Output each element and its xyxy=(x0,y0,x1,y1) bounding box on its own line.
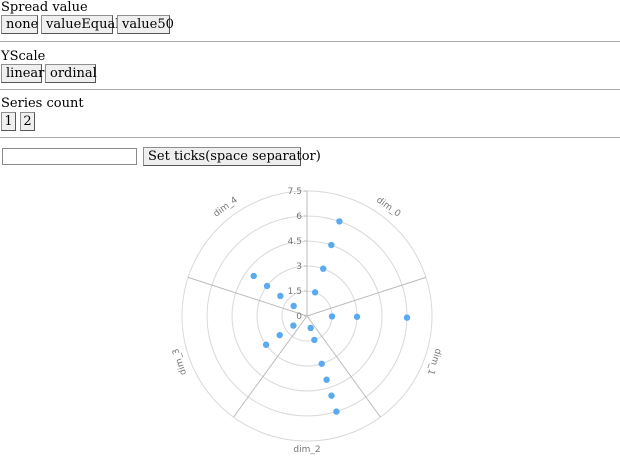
spread-none-button[interactable]: none xyxy=(1,15,38,34)
divider xyxy=(0,41,620,42)
set-ticks-button[interactable]: Set ticks(space separator) xyxy=(143,147,321,166)
dimension-label: dim_0 xyxy=(374,195,402,219)
data-point xyxy=(290,322,297,329)
data-point xyxy=(328,392,335,399)
radial-tick-label: 7.5 xyxy=(288,187,302,197)
data-point xyxy=(263,282,271,290)
polar-scatter-chart: 0 1.5 3 4.5 6 7.5 dim_0 dim_1 dim_2 dim_3 dim_4 xyxy=(171,187,443,455)
radial-tick-label: 1.5 xyxy=(288,287,302,297)
data-point xyxy=(328,313,336,320)
data-point xyxy=(318,360,325,367)
data-point xyxy=(320,265,327,272)
data-point xyxy=(262,341,270,348)
data-point xyxy=(311,289,319,296)
data-point xyxy=(336,218,343,225)
data-point xyxy=(353,313,361,320)
data-point xyxy=(276,331,283,339)
data-point xyxy=(403,314,411,321)
data-point xyxy=(323,376,330,383)
dimension-label: dim_4 xyxy=(212,195,240,219)
ticks-input[interactable] xyxy=(2,148,137,165)
series-count-1-button[interactable]: 1 xyxy=(1,112,16,131)
radial-tick-label: 0 xyxy=(296,312,302,322)
data-point xyxy=(290,302,297,310)
spread-value-label: Spread value xyxy=(1,0,88,15)
radial-tick-label: 6 xyxy=(296,212,302,222)
data-point xyxy=(311,336,318,344)
series-count-label: Series count xyxy=(1,96,84,111)
dimension-label: dim_1 xyxy=(425,347,443,376)
radial-tick-label: 4.5 xyxy=(288,237,302,247)
spread-valueequal-button[interactable]: valueEqual xyxy=(41,15,119,34)
axis-spoke xyxy=(306,315,381,418)
data-point xyxy=(307,324,314,332)
data-point xyxy=(328,241,335,249)
yscale-ordinal-button[interactable]: ordinal xyxy=(45,64,97,83)
divider xyxy=(0,137,620,138)
axis-spoke xyxy=(233,315,308,418)
yscale-label: YScale xyxy=(1,49,46,64)
axis-spoke xyxy=(306,276,427,317)
divider xyxy=(0,89,620,90)
axis-spoke xyxy=(187,276,308,317)
dimension-label: dim_2 xyxy=(293,445,320,455)
data-point xyxy=(333,408,340,415)
dimension-label: dim_3 xyxy=(171,347,189,376)
yscale-linear-button[interactable]: linear xyxy=(1,64,44,83)
data-point xyxy=(277,292,284,300)
radial-tick-label: 3 xyxy=(296,262,302,272)
series-count-2-button[interactable]: 2 xyxy=(20,112,35,131)
spread-value50-button[interactable]: value50 xyxy=(117,15,174,34)
data-point xyxy=(250,272,257,280)
